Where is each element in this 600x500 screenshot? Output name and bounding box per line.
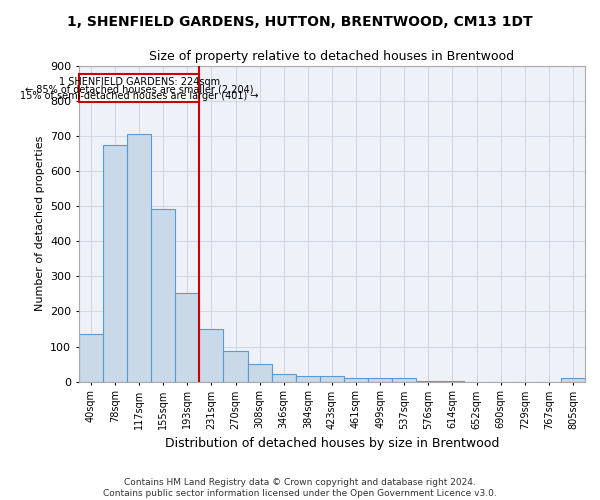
Text: Contains HM Land Registry data © Crown copyright and database right 2024.
Contai: Contains HM Land Registry data © Crown c… (103, 478, 497, 498)
Bar (223, 350, 248, 382)
Text: 15% of semi-detached houses are larger (401) →: 15% of semi-detached houses are larger (… (20, 91, 259, 101)
Bar (103, 144, 127, 382)
Bar (344, 378, 368, 382)
Bar (272, 374, 296, 382)
Bar (320, 376, 344, 382)
Text: 1 SHENFIELD GARDENS: 224sqm: 1 SHENFIELD GARDENS: 224sqm (59, 77, 220, 87)
Bar (392, 378, 416, 382)
Bar (561, 378, 585, 382)
Y-axis label: Number of detached properties: Number of detached properties (35, 136, 44, 312)
Bar (79, 74, 199, 102)
Bar (175, 293, 199, 382)
Bar (296, 376, 320, 382)
Bar (368, 378, 392, 382)
Bar (199, 329, 223, 382)
Text: ← 85% of detached houses are smaller (2,204): ← 85% of detached houses are smaller (2,… (25, 84, 253, 94)
Title: Size of property relative to detached houses in Brentwood: Size of property relative to detached ho… (149, 50, 515, 63)
Bar (79, 334, 103, 382)
Bar (127, 134, 151, 382)
Bar (151, 208, 175, 382)
Bar (248, 364, 272, 382)
Text: 1, SHENFIELD GARDENS, HUTTON, BRENTWOOD, CM13 1DT: 1, SHENFIELD GARDENS, HUTTON, BRENTWOOD,… (67, 15, 533, 29)
X-axis label: Distribution of detached houses by size in Brentwood: Distribution of detached houses by size … (165, 437, 499, 450)
